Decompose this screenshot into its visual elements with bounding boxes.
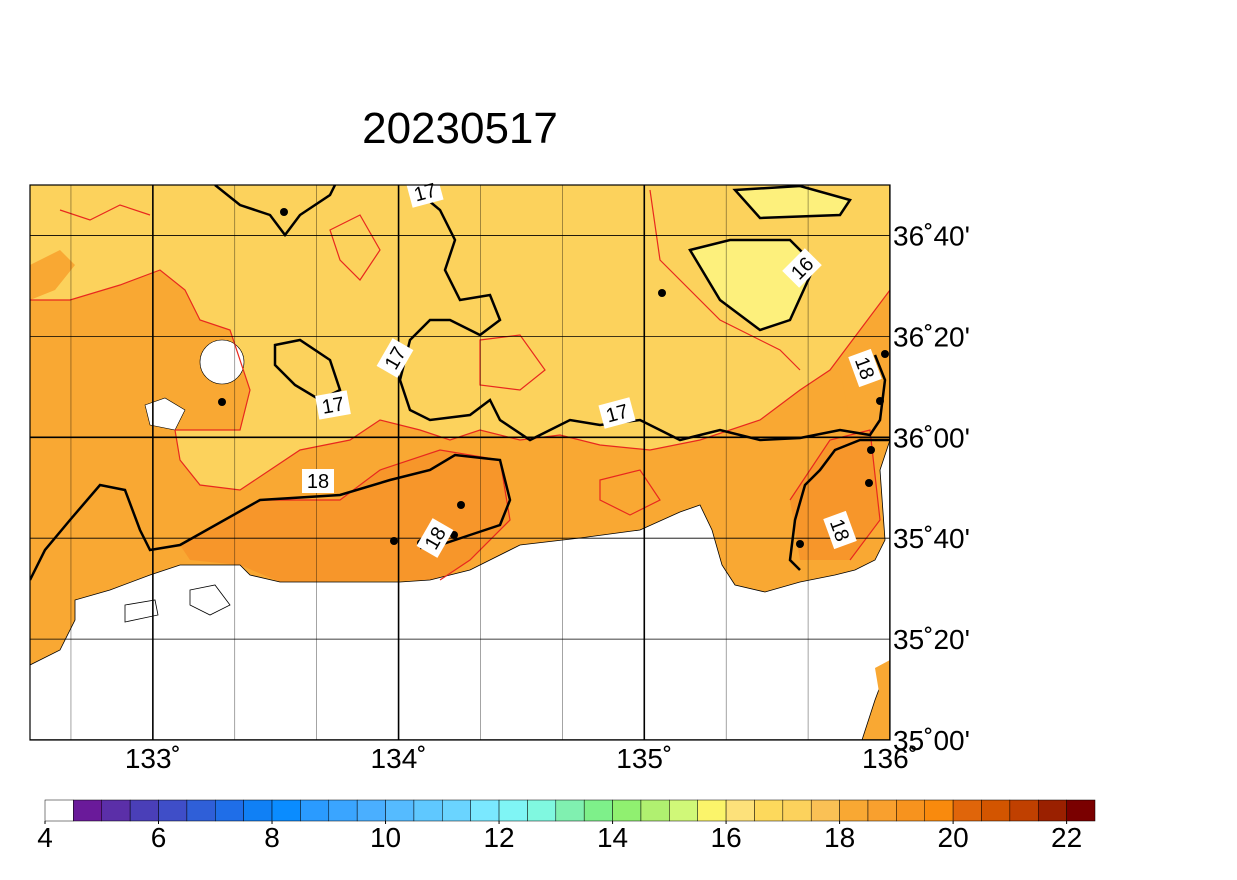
colorbar-box bbox=[470, 799, 500, 822]
contour-label: 17 bbox=[315, 390, 351, 420]
colorbar-tick-label: 20 bbox=[938, 822, 969, 853]
colorbar-box bbox=[300, 799, 330, 822]
colorbar-tick-label: 18 bbox=[824, 822, 855, 853]
colorbar-box bbox=[1066, 799, 1096, 822]
colorbar-box bbox=[640, 799, 670, 822]
colorbar-box bbox=[810, 799, 840, 822]
colorbar-box bbox=[186, 799, 216, 822]
colorbar-box bbox=[215, 799, 244, 822]
colorbar-box bbox=[1009, 799, 1039, 822]
lon-tick-label: 135˚ bbox=[616, 743, 672, 774]
colorbar-box bbox=[612, 799, 642, 822]
colorbar-box bbox=[356, 799, 386, 822]
contour-label-box bbox=[598, 397, 636, 429]
colorbar-box bbox=[271, 799, 301, 822]
colorbar-tick-label: 12 bbox=[483, 822, 514, 853]
lat-tick-label: 35˚00' bbox=[893, 725, 970, 756]
colorbar-box bbox=[924, 799, 954, 822]
lat-tick-label: 36˚20' bbox=[893, 321, 970, 352]
colorbar-box bbox=[243, 799, 273, 822]
contour-label: 18 bbox=[302, 469, 334, 493]
colorbar-box bbox=[669, 799, 698, 822]
contour-label-box bbox=[782, 248, 822, 288]
colorbar-box bbox=[754, 799, 784, 822]
colorbar-box bbox=[527, 799, 557, 822]
colorbar-box bbox=[697, 799, 727, 822]
colorbar-box bbox=[73, 799, 103, 822]
colorbar-tick-label: 16 bbox=[711, 822, 742, 853]
colorbar-tick-label: 8 bbox=[264, 822, 280, 853]
colorbar-tick-label: 14 bbox=[597, 822, 628, 853]
lat-tick-label: 35˚40' bbox=[893, 523, 970, 554]
colorbar-box bbox=[498, 799, 528, 822]
lon-tick-label: 133˚ bbox=[125, 743, 181, 774]
contour-label-text: 17 bbox=[320, 393, 346, 419]
colorbar-box bbox=[839, 799, 869, 822]
colorbar-tick-label: 6 bbox=[151, 822, 167, 853]
contour-label-box bbox=[406, 176, 444, 208]
colorbar-box bbox=[867, 799, 897, 822]
colorbar-box bbox=[782, 799, 812, 822]
colorbar-tick-label: 4 bbox=[37, 822, 53, 853]
colorbar-box bbox=[725, 799, 755, 822]
lon-tick-label: 136˚ bbox=[862, 743, 918, 774]
colorbar-box bbox=[129, 799, 159, 822]
lat-tick-label: 36˚00' bbox=[893, 422, 970, 453]
colorbar-box bbox=[981, 799, 1011, 822]
colorbar-box bbox=[952, 799, 982, 822]
colorbar-box bbox=[44, 799, 74, 822]
contour-label-box bbox=[823, 510, 857, 550]
map-frame bbox=[29, 184, 891, 741]
lon-tick-label: 134˚ bbox=[371, 743, 427, 774]
contour-label-box bbox=[315, 390, 351, 420]
colorbar-box bbox=[896, 799, 925, 822]
colorbar-box bbox=[583, 799, 613, 822]
contour-label-box bbox=[848, 348, 882, 388]
contour-label-box bbox=[416, 518, 454, 558]
contour-label-text: 18 bbox=[307, 471, 329, 493]
colorbar: 4 6 8 10 12 14 16 18 20 22 bbox=[37, 799, 1096, 853]
colorbar-box bbox=[101, 799, 131, 822]
colorbar-box bbox=[1037, 799, 1067, 822]
colorbar-tick-label: 10 bbox=[370, 822, 401, 853]
contour-label-box bbox=[302, 469, 334, 493]
contour-label: 17 bbox=[598, 397, 636, 429]
contour-label: 18 bbox=[848, 348, 882, 388]
lat-tick-label: 36˚40' bbox=[893, 220, 970, 251]
colorbar-box bbox=[328, 799, 358, 822]
colorbar-box bbox=[385, 799, 415, 822]
colorbar-box bbox=[158, 799, 188, 822]
contour-label-box bbox=[376, 338, 414, 378]
colorbar-box bbox=[555, 799, 585, 822]
temperature-field bbox=[30, 185, 890, 740]
colorbar-box bbox=[442, 799, 471, 822]
graticule bbox=[30, 185, 890, 740]
colorbar-tick-label: 22 bbox=[1051, 822, 1082, 853]
lat-tick-label: 35˚20' bbox=[893, 624, 970, 655]
map-title: 20230517 bbox=[362, 104, 558, 153]
colorbar-box bbox=[413, 799, 443, 822]
